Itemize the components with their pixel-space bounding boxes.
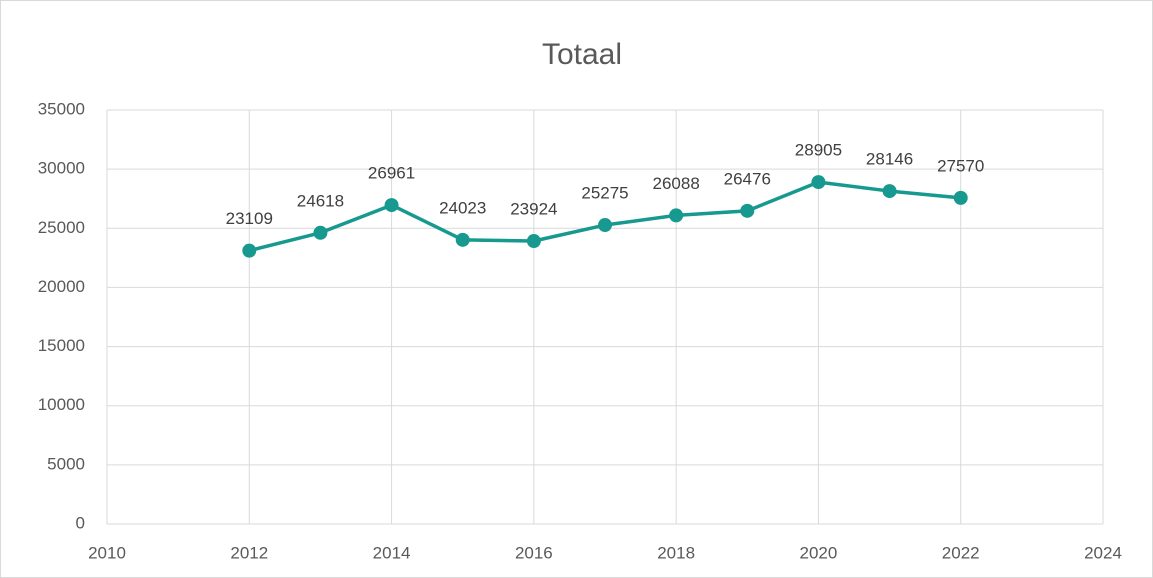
data-point [242, 243, 257, 258]
data-point [313, 225, 328, 240]
data-label: 23924 [510, 199, 557, 218]
data-point [526, 234, 541, 249]
y-tick-label: 30000 [38, 159, 85, 178]
chart-title: Totaal [542, 38, 622, 71]
x-tick-label: 2020 [800, 543, 838, 562]
y-tick-label: 25000 [38, 218, 85, 237]
data-label: 24618 [297, 191, 344, 210]
data-label: 27570 [937, 156, 984, 175]
data-point [598, 218, 612, 233]
x-tick-label: 2016 [515, 543, 553, 562]
data-label: 26088 [653, 174, 700, 193]
data-label: 26961 [368, 164, 415, 183]
y-tick-label: 20000 [38, 277, 85, 296]
data-label: 24023 [439, 198, 486, 217]
data-point [740, 203, 755, 218]
data-point [384, 198, 399, 213]
data-label: 28146 [866, 150, 913, 169]
y-tick-label: 35000 [38, 99, 85, 118]
x-tick-label: 2018 [657, 543, 695, 562]
data-point [953, 190, 968, 205]
x-tick-label: 2010 [88, 543, 126, 562]
data-label: 23109 [226, 209, 273, 228]
x-tick-label: 2014 [373, 543, 411, 562]
data-point [882, 184, 897, 199]
x-tick-label: 2022 [942, 543, 980, 562]
y-tick-label: 15000 [38, 336, 85, 355]
y-tick-label: 5000 [47, 454, 85, 473]
data-label: 28905 [795, 141, 842, 160]
x-tick-label: 2024 [1084, 543, 1122, 562]
y-tick-label: 0 [76, 513, 85, 532]
x-tick-label: 2012 [230, 543, 268, 562]
data-point [669, 208, 684, 223]
data-label: 26476 [724, 169, 771, 188]
data-point [455, 232, 470, 247]
data-label: 25275 [581, 184, 628, 203]
data-point [811, 175, 826, 190]
y-tick-label: 10000 [38, 395, 85, 414]
